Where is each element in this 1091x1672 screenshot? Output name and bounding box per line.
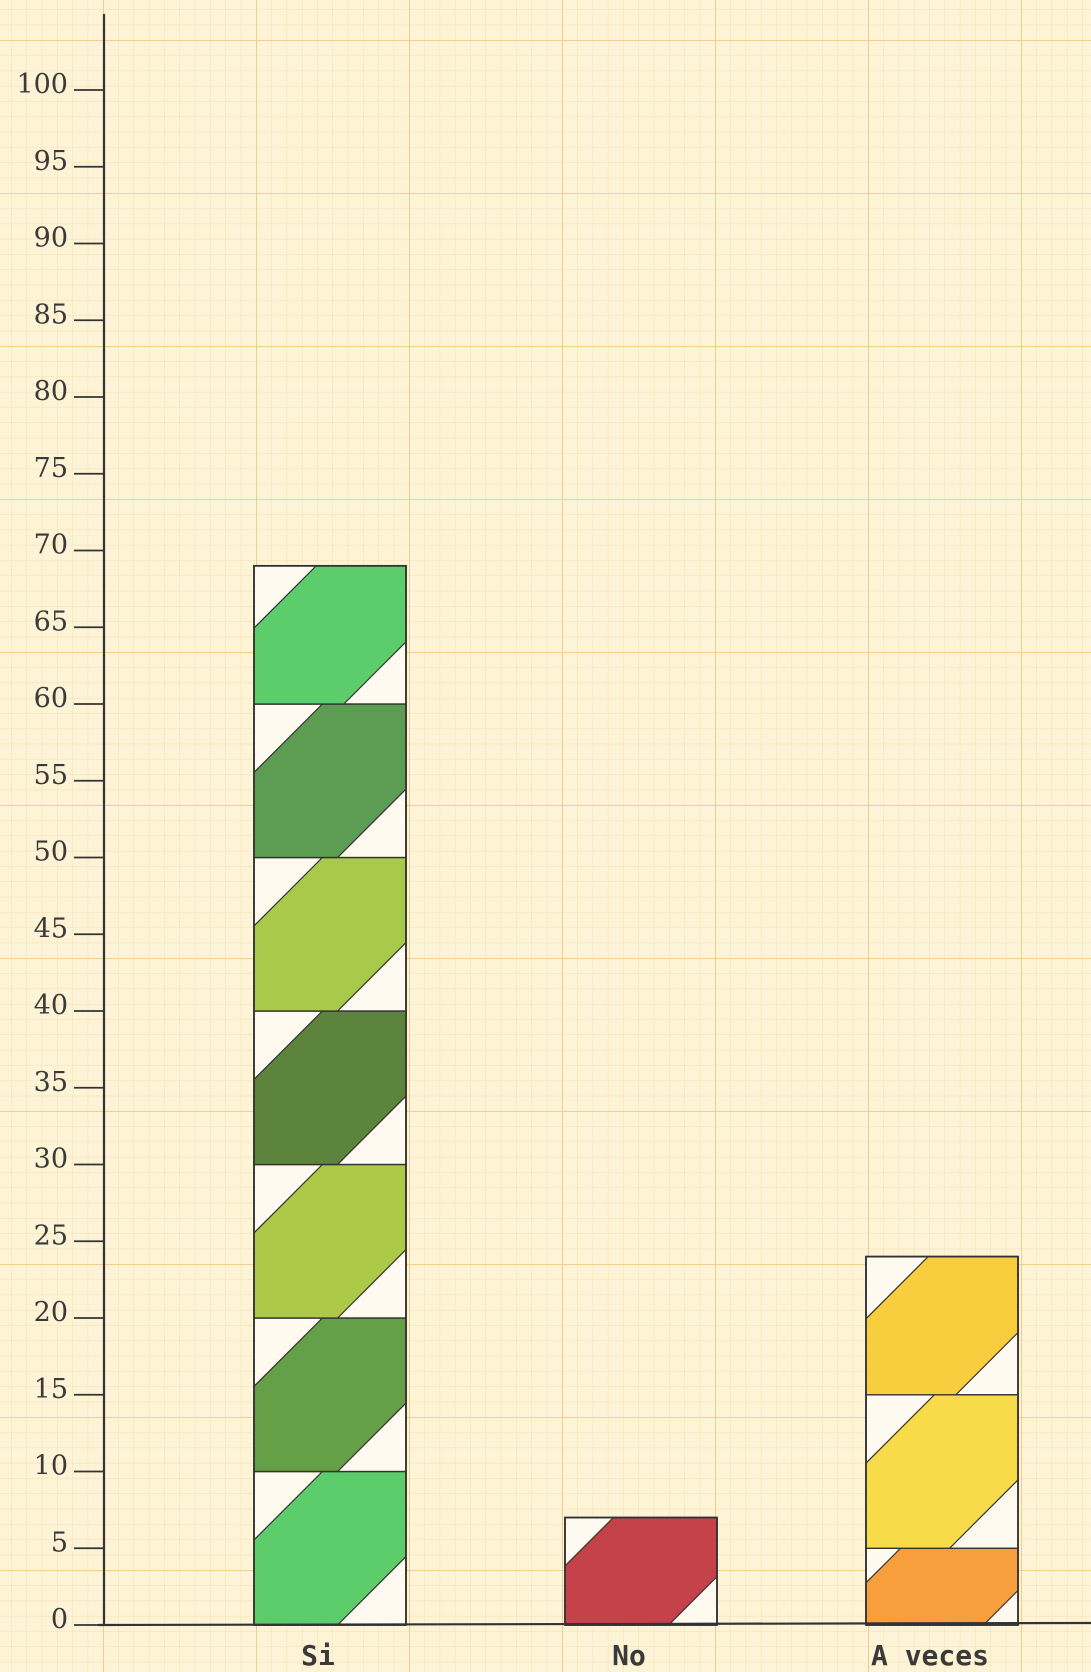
x-axis-line [97, 1621, 1091, 1627]
y-tick-label: 15 [34, 1374, 68, 1405]
y-tick-label: 20 [34, 1297, 68, 1328]
y-ticks-group: 0 5 10 15 20 25 30 35 40 45 50 55 60 65 70 75 80 85 90 95 10… [16, 69, 104, 1635]
y-tick-label: 65 [34, 606, 68, 637]
bar-si [253, 564, 407, 1626]
x-category-label: No [612, 1639, 646, 1672]
y-tick-label: 80 [34, 376, 68, 407]
y-tick-label: 100 [16, 69, 68, 100]
y-tick-label: 50 [34, 837, 68, 868]
bars-group [253, 564, 1019, 1626]
y-tick-label: 45 [34, 913, 68, 944]
axes-group [97, 14, 1091, 1627]
y-tick-label: 25 [34, 1220, 68, 1251]
y-tick-label: 95 [34, 146, 68, 177]
y-tick-label: 60 [34, 683, 68, 714]
y-tick-label: 90 [34, 223, 68, 254]
y-tick-label: 30 [34, 1144, 68, 1175]
bar-a-veces [865, 1255, 1019, 1626]
y-tick-label: 55 [34, 760, 68, 791]
y-tick-label: 35 [34, 1067, 68, 1098]
y-tick-label: 5 [51, 1527, 68, 1558]
x-category-label: A veces [871, 1639, 989, 1672]
y-tick-label: 70 [34, 530, 68, 561]
y-tick-label: 75 [34, 453, 68, 484]
bar-outline [865, 1255, 1019, 1626]
y-tick-label: 40 [34, 990, 68, 1021]
bar-segment [865, 1547, 1019, 1626]
y-tick-label: 85 [34, 299, 68, 330]
x-labels-group: Si No A veces [301, 1639, 989, 1672]
bar-no [564, 1516, 718, 1626]
y-tick-label: 10 [34, 1451, 68, 1482]
x-category-label: Si [301, 1639, 335, 1672]
y-tick-label: 0 [51, 1604, 68, 1635]
